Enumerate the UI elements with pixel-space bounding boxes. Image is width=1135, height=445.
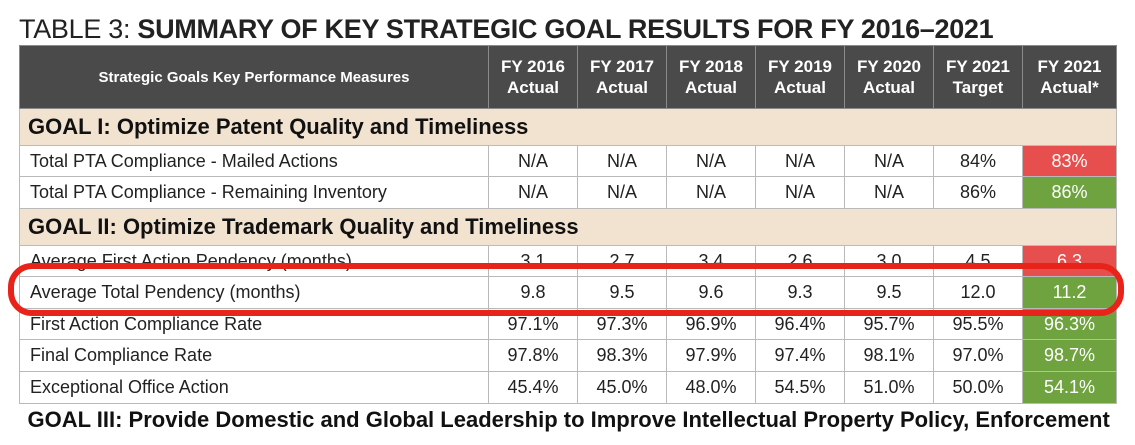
value-cell: 97.3% [577, 308, 667, 340]
goal-1-heading: GOAL I: Optimize Patent Quality and Time… [19, 108, 1117, 146]
table-row: Final Compliance Rate 97.8% 98.3% 97.9% 97.4… [19, 339, 1117, 372]
header-fy2017: FY 2017 Actual [577, 45, 667, 109]
actual-status-cell: 98.7% [1022, 339, 1117, 372]
value-cell: 45.0% [577, 371, 667, 404]
value-cell: 2.6 [755, 245, 845, 277]
value-cell: 96.9% [666, 308, 756, 340]
table-row: Average Total Pendency (months) 9.8 9.5 9.6… [19, 276, 1117, 309]
value-cell: 86% [933, 176, 1023, 209]
actual-status-cell: 6.3 [1022, 245, 1117, 277]
title-prefix: TABLE 3: [19, 14, 138, 44]
value-cell: 9.3 [755, 276, 845, 309]
header-measures: Strategic Goals Key Performance Measures [19, 45, 489, 109]
title-main: SUMMARY OF KEY STRATEGIC GOAL RESULTS FO… [137, 14, 994, 44]
value-cell: 97.4% [755, 339, 845, 372]
value-cell: N/A [577, 176, 667, 209]
value-cell: N/A [844, 145, 934, 177]
value-cell: N/A [666, 145, 756, 177]
table-row: Average First Action Pendency (months) 3.… [19, 245, 1117, 277]
value-cell: N/A [844, 176, 934, 209]
value-cell: 95.5% [933, 308, 1023, 340]
measure-label: Average First Action Pendency (months) [19, 245, 489, 277]
actual-status-cell: 54.1% [1022, 371, 1117, 404]
value-cell: 3.0 [844, 245, 934, 277]
table-row: Exceptional Office Action 45.4% 45.0% 48.0%… [19, 371, 1117, 404]
value-cell: 12.0 [933, 276, 1023, 309]
value-cell: 3.1 [488, 245, 578, 277]
table-container: Strategic Goals Key Performance Measures… [19, 45, 1117, 445]
strategic-goals-table: Strategic Goals Key Performance Measures… [19, 45, 1117, 436]
table-row: Total PTA Compliance - Remaining Invento… [19, 176, 1117, 209]
header-fy2018: FY 2018 Actual [666, 45, 756, 109]
value-cell: 84% [933, 145, 1023, 177]
value-cell: 51.0% [844, 371, 934, 404]
goal-2-heading: GOAL II: Optimize Trademark Quality and … [19, 208, 1117, 246]
actual-status-cell: 11.2 [1022, 276, 1117, 309]
value-cell: 97.9% [666, 339, 756, 372]
actual-status-cell: 83% [1022, 145, 1117, 177]
value-cell: 9.6 [666, 276, 756, 309]
value-cell: 9.8 [488, 276, 578, 309]
value-cell: N/A [577, 145, 667, 177]
header-fy2021-target: FY 2021 Target [933, 45, 1023, 109]
measure-label: Exceptional Office Action [19, 371, 489, 404]
value-cell: N/A [666, 176, 756, 209]
actual-status-cell: 96.3% [1022, 308, 1117, 340]
value-cell: 3.4 [666, 245, 756, 277]
value-cell: 95.7% [844, 308, 934, 340]
value-cell: N/A [488, 145, 578, 177]
value-cell: 54.5% [755, 371, 845, 404]
value-cell: 50.0% [933, 371, 1023, 404]
header-fy2019: FY 2019 Actual [755, 45, 845, 109]
value-cell: N/A [755, 176, 845, 209]
measure-label: First Action Compliance Rate [19, 308, 489, 340]
value-cell: N/A [755, 145, 845, 177]
header-fy2021-actual: FY 2021 Actual* [1022, 45, 1117, 109]
value-cell: 97.1% [488, 308, 578, 340]
header-fy2020: FY 2020 Actual [844, 45, 934, 109]
table-title: TABLE 3: SUMMARY OF KEY STRATEGIC GOAL R… [19, 14, 994, 45]
value-cell: 98.1% [844, 339, 934, 372]
value-cell: 97.8% [488, 339, 578, 372]
value-cell: 9.5 [577, 276, 667, 309]
value-cell: 45.4% [488, 371, 578, 404]
value-cell: 4.5 [933, 245, 1023, 277]
measure-label: Final Compliance Rate [19, 339, 489, 372]
measure-label: Total PTA Compliance - Remaining Invento… [19, 176, 489, 209]
value-cell: 2.7 [577, 245, 667, 277]
measure-label: Total PTA Compliance - Mailed Actions [19, 145, 489, 177]
measure-label: Average Total Pendency (months) [19, 276, 489, 309]
actual-status-cell: 86% [1022, 176, 1117, 209]
value-cell: 96.4% [755, 308, 845, 340]
value-cell: 97.0% [933, 339, 1023, 372]
header-fy2016: FY 2016 Actual [488, 45, 578, 109]
goal-3-heading: GOAL III: Provide Domestic and Global Le… [27, 407, 1110, 432]
value-cell: 9.5 [844, 276, 934, 309]
value-cell: 98.3% [577, 339, 667, 372]
table-row: First Action Compliance Rate 97.1% 97.3% 96… [19, 308, 1117, 340]
value-cell: N/A [488, 176, 578, 209]
value-cell: 48.0% [666, 371, 756, 404]
table-row: Total PTA Compliance - Mailed Actions N/A… [19, 145, 1117, 177]
header-row: Strategic Goals Key Performance Measures… [19, 45, 1117, 109]
